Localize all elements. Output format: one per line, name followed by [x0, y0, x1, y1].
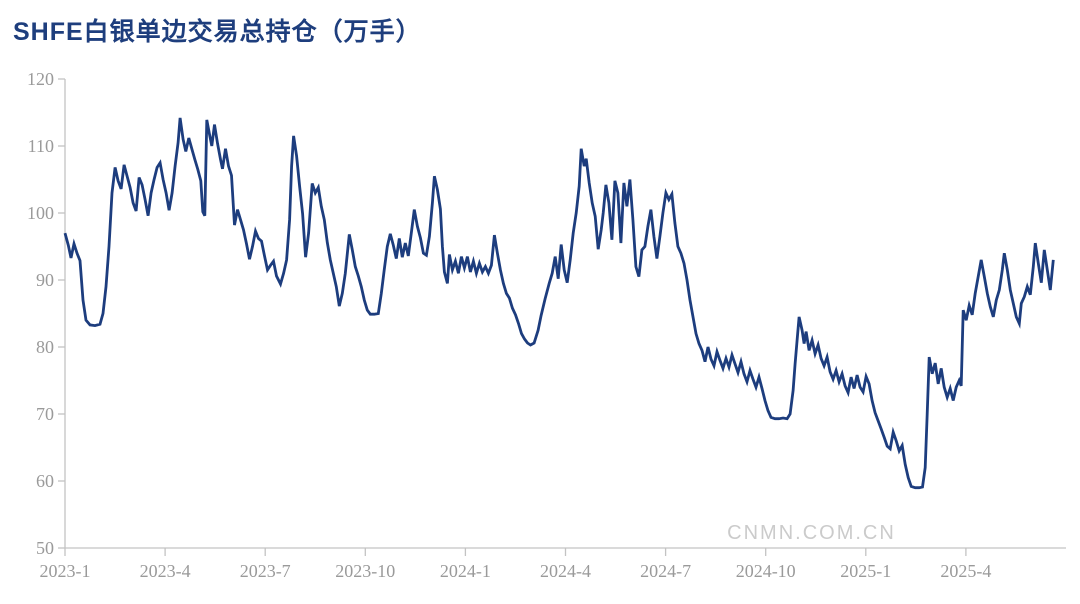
y-tick-label: 90: [36, 270, 54, 290]
x-tick-label: 2023-4: [140, 561, 191, 581]
x-tick-label: 2024-4: [540, 561, 591, 581]
x-tick-label: 2024-10: [736, 561, 796, 581]
watermark-text: CNMN.COM.CN: [727, 522, 896, 544]
x-tick-label: 2023-10: [335, 561, 395, 581]
open-interest-line: [63, 117, 1055, 490]
x-tick-label: 2025-1: [840, 561, 891, 581]
y-tick-label: 60: [36, 471, 54, 491]
x-tick-label: 2025-4: [940, 561, 991, 581]
y-tick-label: 70: [36, 404, 54, 424]
y-tick-label: 100: [27, 203, 54, 223]
chart-title: SHFE白银单边交易总持仓（万手）: [13, 18, 422, 46]
y-tick-label: 120: [27, 69, 54, 89]
y-tick-label: 110: [28, 136, 54, 156]
y-tick-label: 80: [36, 337, 54, 357]
x-tick-label: 2024-7: [640, 561, 691, 581]
x-tick-label: 2023-1: [40, 561, 91, 581]
x-tick-label: 2024-1: [440, 561, 491, 581]
axis-lines: [64, 79, 1066, 549]
y-tick-label: 50: [36, 538, 54, 558]
x-tick-label: 2023-7: [240, 561, 291, 581]
